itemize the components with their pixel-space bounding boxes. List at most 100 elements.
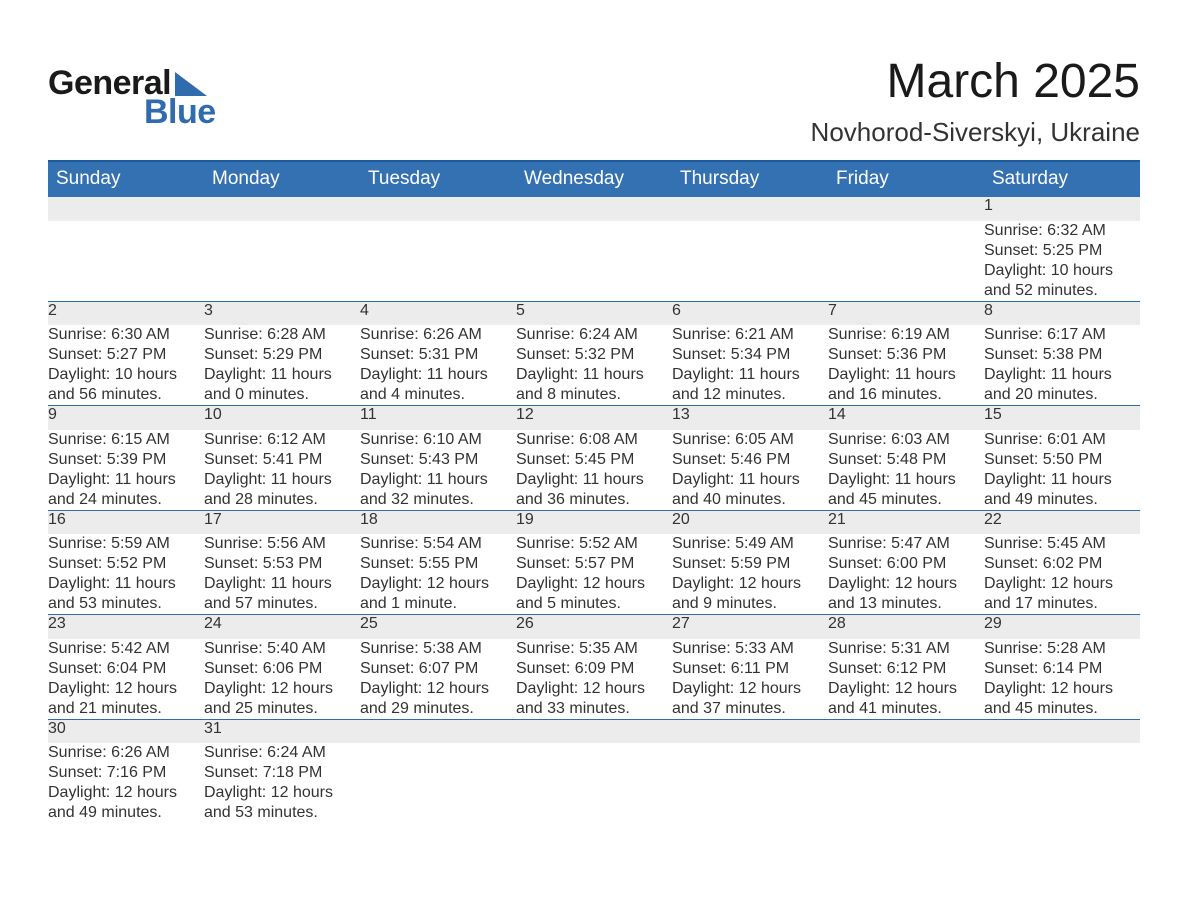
daylight-text: Daylight: 11 hours and 12 minutes.	[672, 365, 828, 405]
daylight-text: Daylight: 12 hours and 1 minute.	[360, 574, 516, 614]
day-detail-cell: Sunrise: 6:01 AMSunset: 5:50 PMDaylight:…	[984, 430, 1140, 511]
sunrise-text: Sunrise: 5:31 AM	[828, 639, 984, 659]
day-detail-cell: Sunrise: 6:30 AMSunset: 5:27 PMDaylight:…	[48, 325, 204, 406]
day-number-cell: 13	[672, 406, 828, 430]
day-detail-cell: Sunrise: 6:24 AMSunset: 7:18 PMDaylight:…	[204, 743, 360, 823]
sunrise-text: Sunrise: 6:05 AM	[672, 430, 828, 450]
daylight-text: Daylight: 12 hours and 53 minutes.	[204, 783, 360, 823]
sunset-text: Sunset: 5:36 PM	[828, 345, 984, 365]
sunset-text: Sunset: 5:34 PM	[672, 345, 828, 365]
sunrise-text: Sunrise: 6:17 AM	[984, 325, 1140, 345]
sunset-text: Sunset: 5:29 PM	[204, 345, 360, 365]
day-detail-cell: Sunrise: 6:26 AMSunset: 7:16 PMDaylight:…	[48, 743, 204, 823]
day-detail-cell: Sunrise: 5:40 AMSunset: 6:06 PMDaylight:…	[204, 639, 360, 720]
daylight-text: Daylight: 11 hours and 28 minutes.	[204, 470, 360, 510]
day-detail-cell: Sunrise: 5:42 AMSunset: 6:04 PMDaylight:…	[48, 639, 204, 720]
day-number-cell: 11	[360, 406, 516, 430]
day-number-cell: 28	[828, 615, 984, 639]
day-number-cell: 24	[204, 615, 360, 639]
day-number-cell: 10	[204, 406, 360, 430]
sunset-text: Sunset: 6:12 PM	[828, 659, 984, 679]
day-number-cell: 8	[984, 301, 1140, 325]
day-detail-cell	[516, 221, 672, 302]
brand-triangle-icon	[175, 72, 207, 96]
sunrise-text: Sunrise: 5:33 AM	[672, 639, 828, 659]
day-number-row: 3031	[48, 719, 1140, 743]
daylight-text: Daylight: 12 hours and 9 minutes.	[672, 574, 828, 614]
day-number-cell: 21	[828, 510, 984, 534]
day-detail-cell: Sunrise: 5:31 AMSunset: 6:12 PMDaylight:…	[828, 639, 984, 720]
sunrise-text: Sunrise: 5:35 AM	[516, 639, 672, 659]
day-detail-cell	[204, 221, 360, 302]
day-number-cell: 14	[828, 406, 984, 430]
sunrise-text: Sunrise: 5:47 AM	[828, 534, 984, 554]
day-number-cell	[516, 197, 672, 221]
sunrise-text: Sunrise: 5:56 AM	[204, 534, 360, 554]
day-detail-cell: Sunrise: 6:17 AMSunset: 5:38 PMDaylight:…	[984, 325, 1140, 406]
sunrise-text: Sunrise: 5:38 AM	[360, 639, 516, 659]
day-detail-cell: Sunrise: 6:03 AMSunset: 5:48 PMDaylight:…	[828, 430, 984, 511]
month-title: March 2025	[811, 56, 1140, 109]
sunrise-text: Sunrise: 6:15 AM	[48, 430, 204, 450]
sunset-text: Sunset: 6:00 PM	[828, 554, 984, 574]
day-number-cell: 18	[360, 510, 516, 534]
day-number-cell: 6	[672, 301, 828, 325]
daylight-text: Daylight: 11 hours and 16 minutes.	[828, 365, 984, 405]
day-number-row: 1	[48, 197, 1140, 221]
sunrise-text: Sunrise: 6:10 AM	[360, 430, 516, 450]
sunrise-text: Sunrise: 6:03 AM	[828, 430, 984, 450]
sunrise-text: Sunrise: 6:26 AM	[360, 325, 516, 345]
sunset-text: Sunset: 5:25 PM	[984, 241, 1140, 261]
day-number-cell: 12	[516, 406, 672, 430]
brand-text-blue: Blue	[144, 93, 216, 132]
day-number-cell: 16	[48, 510, 204, 534]
weekday-header: Friday	[828, 161, 984, 197]
brand-logo: General Blue	[48, 56, 216, 132]
day-detail-cell: Sunrise: 6:05 AMSunset: 5:46 PMDaylight:…	[672, 430, 828, 511]
header: General Blue March 2025 Novhorod-Siversk…	[48, 56, 1140, 148]
day-number-cell: 27	[672, 615, 828, 639]
daylight-text: Daylight: 11 hours and 20 minutes.	[984, 365, 1140, 405]
calendar-header-row: SundayMondayTuesdayWednesdayThursdayFrid…	[48, 161, 1140, 197]
daylight-text: Daylight: 12 hours and 41 minutes.	[828, 679, 984, 719]
sunrise-sunset-calendar: General Blue March 2025 Novhorod-Siversk…	[0, 0, 1188, 823]
day-number-row: 2345678	[48, 301, 1140, 325]
day-detail-cell: Sunrise: 6:15 AMSunset: 5:39 PMDaylight:…	[48, 430, 204, 511]
weekday-header: Monday	[204, 161, 360, 197]
day-number-cell	[984, 719, 1140, 743]
day-number-cell: 2	[48, 301, 204, 325]
calendar-table: SundayMondayTuesdayWednesdayThursdayFrid…	[48, 160, 1140, 824]
day-number-cell	[516, 719, 672, 743]
sunset-text: Sunset: 6:07 PM	[360, 659, 516, 679]
sunset-text: Sunset: 5:27 PM	[48, 345, 204, 365]
title-block: March 2025 Novhorod-Siverskyi, Ukraine	[811, 56, 1140, 148]
sunrise-text: Sunrise: 6:01 AM	[984, 430, 1140, 450]
daylight-text: Daylight: 12 hours and 13 minutes.	[828, 574, 984, 614]
daylight-text: Daylight: 12 hours and 33 minutes.	[516, 679, 672, 719]
sunrise-text: Sunrise: 6:19 AM	[828, 325, 984, 345]
day-detail-cell: Sunrise: 6:08 AMSunset: 5:45 PMDaylight:…	[516, 430, 672, 511]
sunset-text: Sunset: 5:31 PM	[360, 345, 516, 365]
sunrise-text: Sunrise: 5:49 AM	[672, 534, 828, 554]
day-number-cell: 23	[48, 615, 204, 639]
day-number-cell	[828, 197, 984, 221]
day-number-cell	[672, 197, 828, 221]
day-detail-cell: Sunrise: 6:21 AMSunset: 5:34 PMDaylight:…	[672, 325, 828, 406]
day-detail-cell: Sunrise: 5:47 AMSunset: 6:00 PMDaylight:…	[828, 534, 984, 615]
sunset-text: Sunset: 6:14 PM	[984, 659, 1140, 679]
day-number-cell	[672, 719, 828, 743]
daylight-text: Daylight: 12 hours and 25 minutes.	[204, 679, 360, 719]
daylight-text: Daylight: 12 hours and 45 minutes.	[984, 679, 1140, 719]
day-detail-cell	[984, 743, 1140, 823]
daylight-text: Daylight: 11 hours and 49 minutes.	[984, 470, 1140, 510]
daylight-text: Daylight: 11 hours and 24 minutes.	[48, 470, 204, 510]
daylight-text: Daylight: 11 hours and 4 minutes.	[360, 365, 516, 405]
sunset-text: Sunset: 5:50 PM	[984, 450, 1140, 470]
day-number-cell: 25	[360, 615, 516, 639]
day-detail-cell	[672, 743, 828, 823]
sunrise-text: Sunrise: 5:28 AM	[984, 639, 1140, 659]
sunset-text: Sunset: 5:57 PM	[516, 554, 672, 574]
day-number-cell	[360, 197, 516, 221]
day-detail-cell	[672, 221, 828, 302]
daylight-text: Daylight: 12 hours and 5 minutes.	[516, 574, 672, 614]
